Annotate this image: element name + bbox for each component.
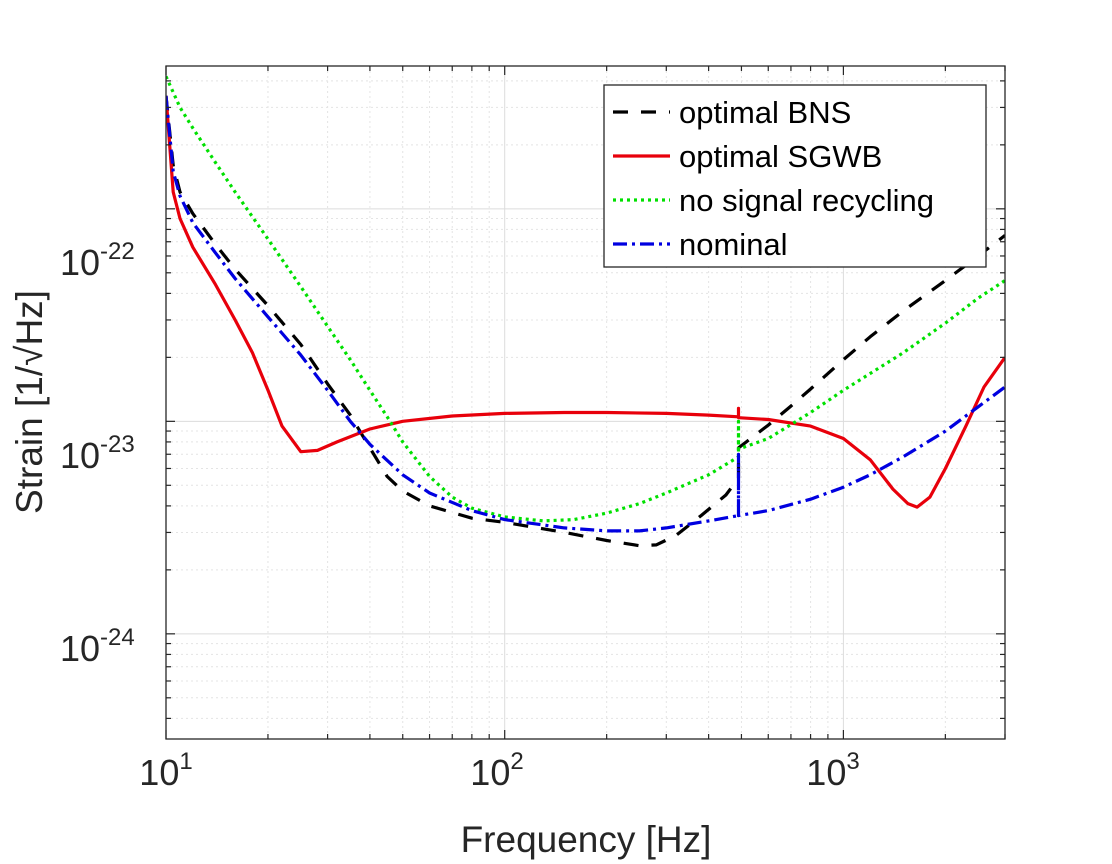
y-axis-label: Strain [1/√Hz] [9, 290, 50, 514]
y-tick-label-1e-23: 10-23 [60, 431, 135, 476]
axis-ticks [165, 66, 1006, 739]
x-tick-label-1: 101 [139, 748, 192, 793]
legend-box [603, 84, 987, 268]
legend-label-no-signal-recycling: no signal recycling [679, 183, 934, 218]
legend-label-optimal-sgwb: optimal SGWB [679, 139, 882, 174]
legend: optimal BNS optimal SGWB no signal recyc… [603, 84, 987, 268]
series-line-optimal-bns [166, 95, 1005, 548]
series-line-nominal [166, 95, 1005, 533]
y-tick-label-1e-24: 10-24 [60, 624, 135, 669]
x-axis-label: Frequency [Hz] [461, 819, 712, 860]
y-tick-label-1e-22: 10-22 [60, 238, 135, 283]
plot-frame [165, 65, 1006, 740]
series-lines [166, 75, 1005, 548]
legend-label-nominal: nominal [679, 227, 788, 262]
series-line-optimal-sgwb [166, 95, 1005, 509]
x-tick-label-2: 102 [470, 748, 523, 793]
legend-label-optimal-bns: optimal BNS [679, 95, 851, 130]
x-tick-label-3: 103 [806, 748, 859, 793]
minor-grid [166, 66, 1006, 739]
